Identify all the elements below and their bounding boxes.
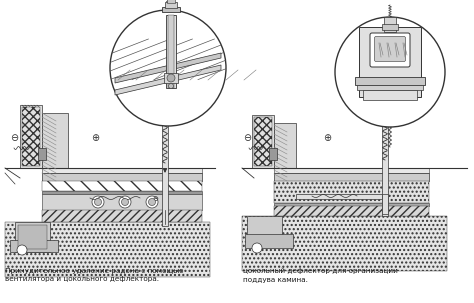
Circle shape (17, 245, 27, 255)
Text: ⊖: ⊖ (152, 196, 158, 202)
Bar (42, 181, 202, 191)
Circle shape (119, 196, 131, 208)
Bar (162, 7, 180, 12)
Bar (382, 194, 388, 214)
Bar (42, 194, 202, 210)
Text: цокольный дефлектор для организации
поддува камина.: цокольный дефлектор для организации подд… (243, 268, 398, 283)
Bar (274, 203, 429, 206)
Circle shape (168, 84, 173, 88)
Bar (162, 108, 168, 226)
Bar (254, 117, 272, 166)
Bar (296, 194, 382, 199)
FancyBboxPatch shape (374, 36, 405, 62)
Circle shape (92, 196, 104, 208)
Text: ⊖: ⊖ (243, 133, 251, 143)
Bar (382, 24, 398, 30)
Bar (274, 206, 429, 216)
Bar (167, 0, 175, 3)
Bar (5, 222, 210, 277)
Circle shape (110, 10, 226, 126)
Circle shape (252, 243, 262, 253)
Text: Принудительное удаление радона с помощью
вентилятора и цокольного дефлектора.: Принудительное удаление радона с помощью… (5, 268, 183, 282)
Bar (20, 105, 42, 168)
Circle shape (148, 198, 155, 205)
Bar (252, 115, 274, 168)
Bar (274, 168, 429, 173)
Bar (42, 173, 202, 181)
Bar (168, 15, 174, 88)
Bar (15, 222, 50, 252)
Circle shape (335, 17, 445, 127)
Bar (10, 240, 58, 252)
Text: ⊕: ⊕ (91, 133, 99, 143)
Circle shape (146, 196, 158, 208)
Bar (359, 27, 421, 97)
Bar (274, 173, 429, 181)
Bar (355, 77, 425, 85)
Bar (166, 15, 176, 88)
Bar (42, 168, 202, 173)
Bar (274, 181, 429, 203)
Bar (357, 85, 423, 90)
Bar (42, 113, 68, 168)
Bar (269, 148, 277, 160)
Bar (18, 225, 47, 249)
Bar (42, 191, 202, 194)
Polygon shape (115, 65, 221, 95)
Bar (42, 210, 202, 222)
Polygon shape (115, 53, 221, 83)
Bar (164, 73, 178, 83)
Text: ⊕: ⊕ (323, 133, 331, 143)
Bar (245, 234, 293, 248)
Bar (22, 107, 40, 166)
Circle shape (121, 198, 128, 205)
Bar (384, 17, 396, 32)
Circle shape (167, 74, 175, 82)
Bar (38, 148, 46, 160)
FancyBboxPatch shape (370, 33, 410, 67)
Circle shape (94, 198, 101, 205)
Bar (165, 2, 177, 8)
Text: ⊖: ⊖ (10, 133, 18, 143)
Bar (382, 118, 388, 216)
Bar (274, 123, 296, 168)
Bar (363, 90, 417, 100)
Bar (247, 216, 282, 246)
Bar (242, 216, 447, 271)
